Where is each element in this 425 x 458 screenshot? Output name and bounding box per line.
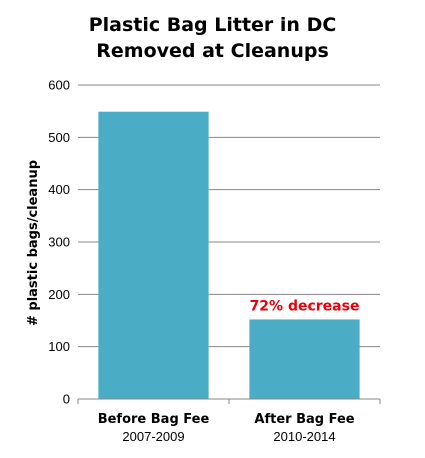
y-tick-label: 0 bbox=[63, 392, 70, 407]
chart-title-line-1: Plastic Bag Litter in DC bbox=[88, 14, 337, 36]
y-tick-label: 600 bbox=[48, 78, 70, 93]
y-tick-label: 200 bbox=[48, 287, 70, 302]
y-axis-ticks: 0 100 200 300 400 500 600 bbox=[48, 78, 70, 407]
x-category-period: 2010-2014 bbox=[273, 429, 335, 444]
y-tick-label: 300 bbox=[48, 235, 70, 250]
x-axis-labels: Before Bag Fee 2007-2009 After Bag Fee 2010… bbox=[98, 412, 355, 444]
bar bbox=[249, 319, 360, 399]
x-category-label: Before Bag Fee bbox=[98, 412, 210, 427]
y-tick-label: 400 bbox=[48, 182, 70, 197]
x-category-period: 2007-2009 bbox=[122, 429, 184, 444]
x-axis bbox=[77, 398, 381, 404]
y-tick-label: 100 bbox=[48, 339, 70, 354]
y-axis-label: # plastic bags/cleanup bbox=[26, 160, 41, 326]
x-category-label: After Bag Fee bbox=[254, 412, 354, 427]
y-tick-label: 500 bbox=[48, 130, 70, 145]
bar bbox=[98, 111, 209, 399]
chart-title-line-2: Removed at Cleanups bbox=[96, 40, 329, 62]
annotation-decrease: 72% decrease bbox=[250, 298, 360, 314]
bars bbox=[98, 111, 360, 399]
